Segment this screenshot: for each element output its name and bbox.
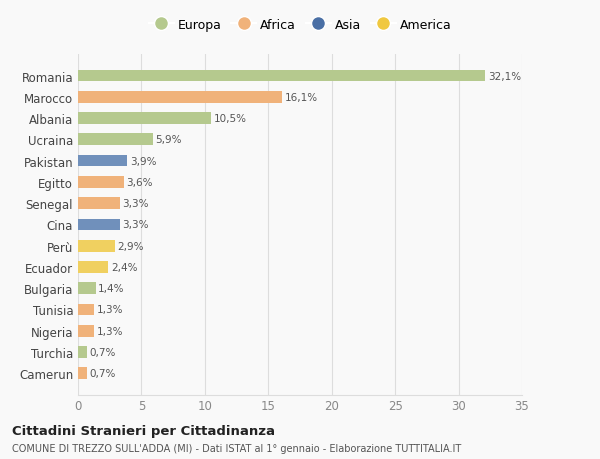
Text: 2,9%: 2,9%	[118, 241, 144, 251]
Bar	[78, 347, 87, 358]
Bar	[78, 71, 485, 82]
Bar	[78, 156, 127, 167]
Bar	[78, 368, 87, 379]
Legend: Europa, Africa, Asia, America: Europa, Africa, Asia, America	[143, 14, 457, 37]
Text: 1,3%: 1,3%	[97, 326, 124, 336]
Bar	[78, 198, 120, 209]
Bar	[78, 92, 282, 103]
Text: 1,4%: 1,4%	[98, 284, 125, 294]
Bar	[78, 262, 109, 273]
Text: 10,5%: 10,5%	[214, 114, 247, 124]
Bar	[78, 177, 124, 188]
Bar	[78, 283, 96, 294]
Text: 0,7%: 0,7%	[89, 369, 116, 379]
Text: 3,6%: 3,6%	[126, 178, 153, 187]
Text: 3,3%: 3,3%	[122, 199, 149, 209]
Bar	[78, 219, 120, 231]
Text: 3,9%: 3,9%	[130, 156, 157, 166]
Bar	[78, 113, 211, 125]
Text: 1,3%: 1,3%	[97, 305, 124, 315]
Text: 0,7%: 0,7%	[89, 347, 116, 357]
Text: 16,1%: 16,1%	[285, 93, 318, 102]
Text: 2,4%: 2,4%	[111, 263, 137, 272]
Text: 3,3%: 3,3%	[122, 220, 149, 230]
Text: Cittadini Stranieri per Cittadinanza: Cittadini Stranieri per Cittadinanza	[12, 424, 275, 437]
Text: 32,1%: 32,1%	[488, 71, 521, 81]
Bar	[78, 304, 94, 316]
Bar	[78, 325, 94, 337]
Bar	[78, 134, 153, 146]
Bar	[78, 241, 115, 252]
Text: COMUNE DI TREZZO SULL'ADDA (MI) - Dati ISTAT al 1° gennaio - Elaborazione TUTTIT: COMUNE DI TREZZO SULL'ADDA (MI) - Dati I…	[12, 443, 461, 453]
Text: 5,9%: 5,9%	[155, 135, 182, 145]
